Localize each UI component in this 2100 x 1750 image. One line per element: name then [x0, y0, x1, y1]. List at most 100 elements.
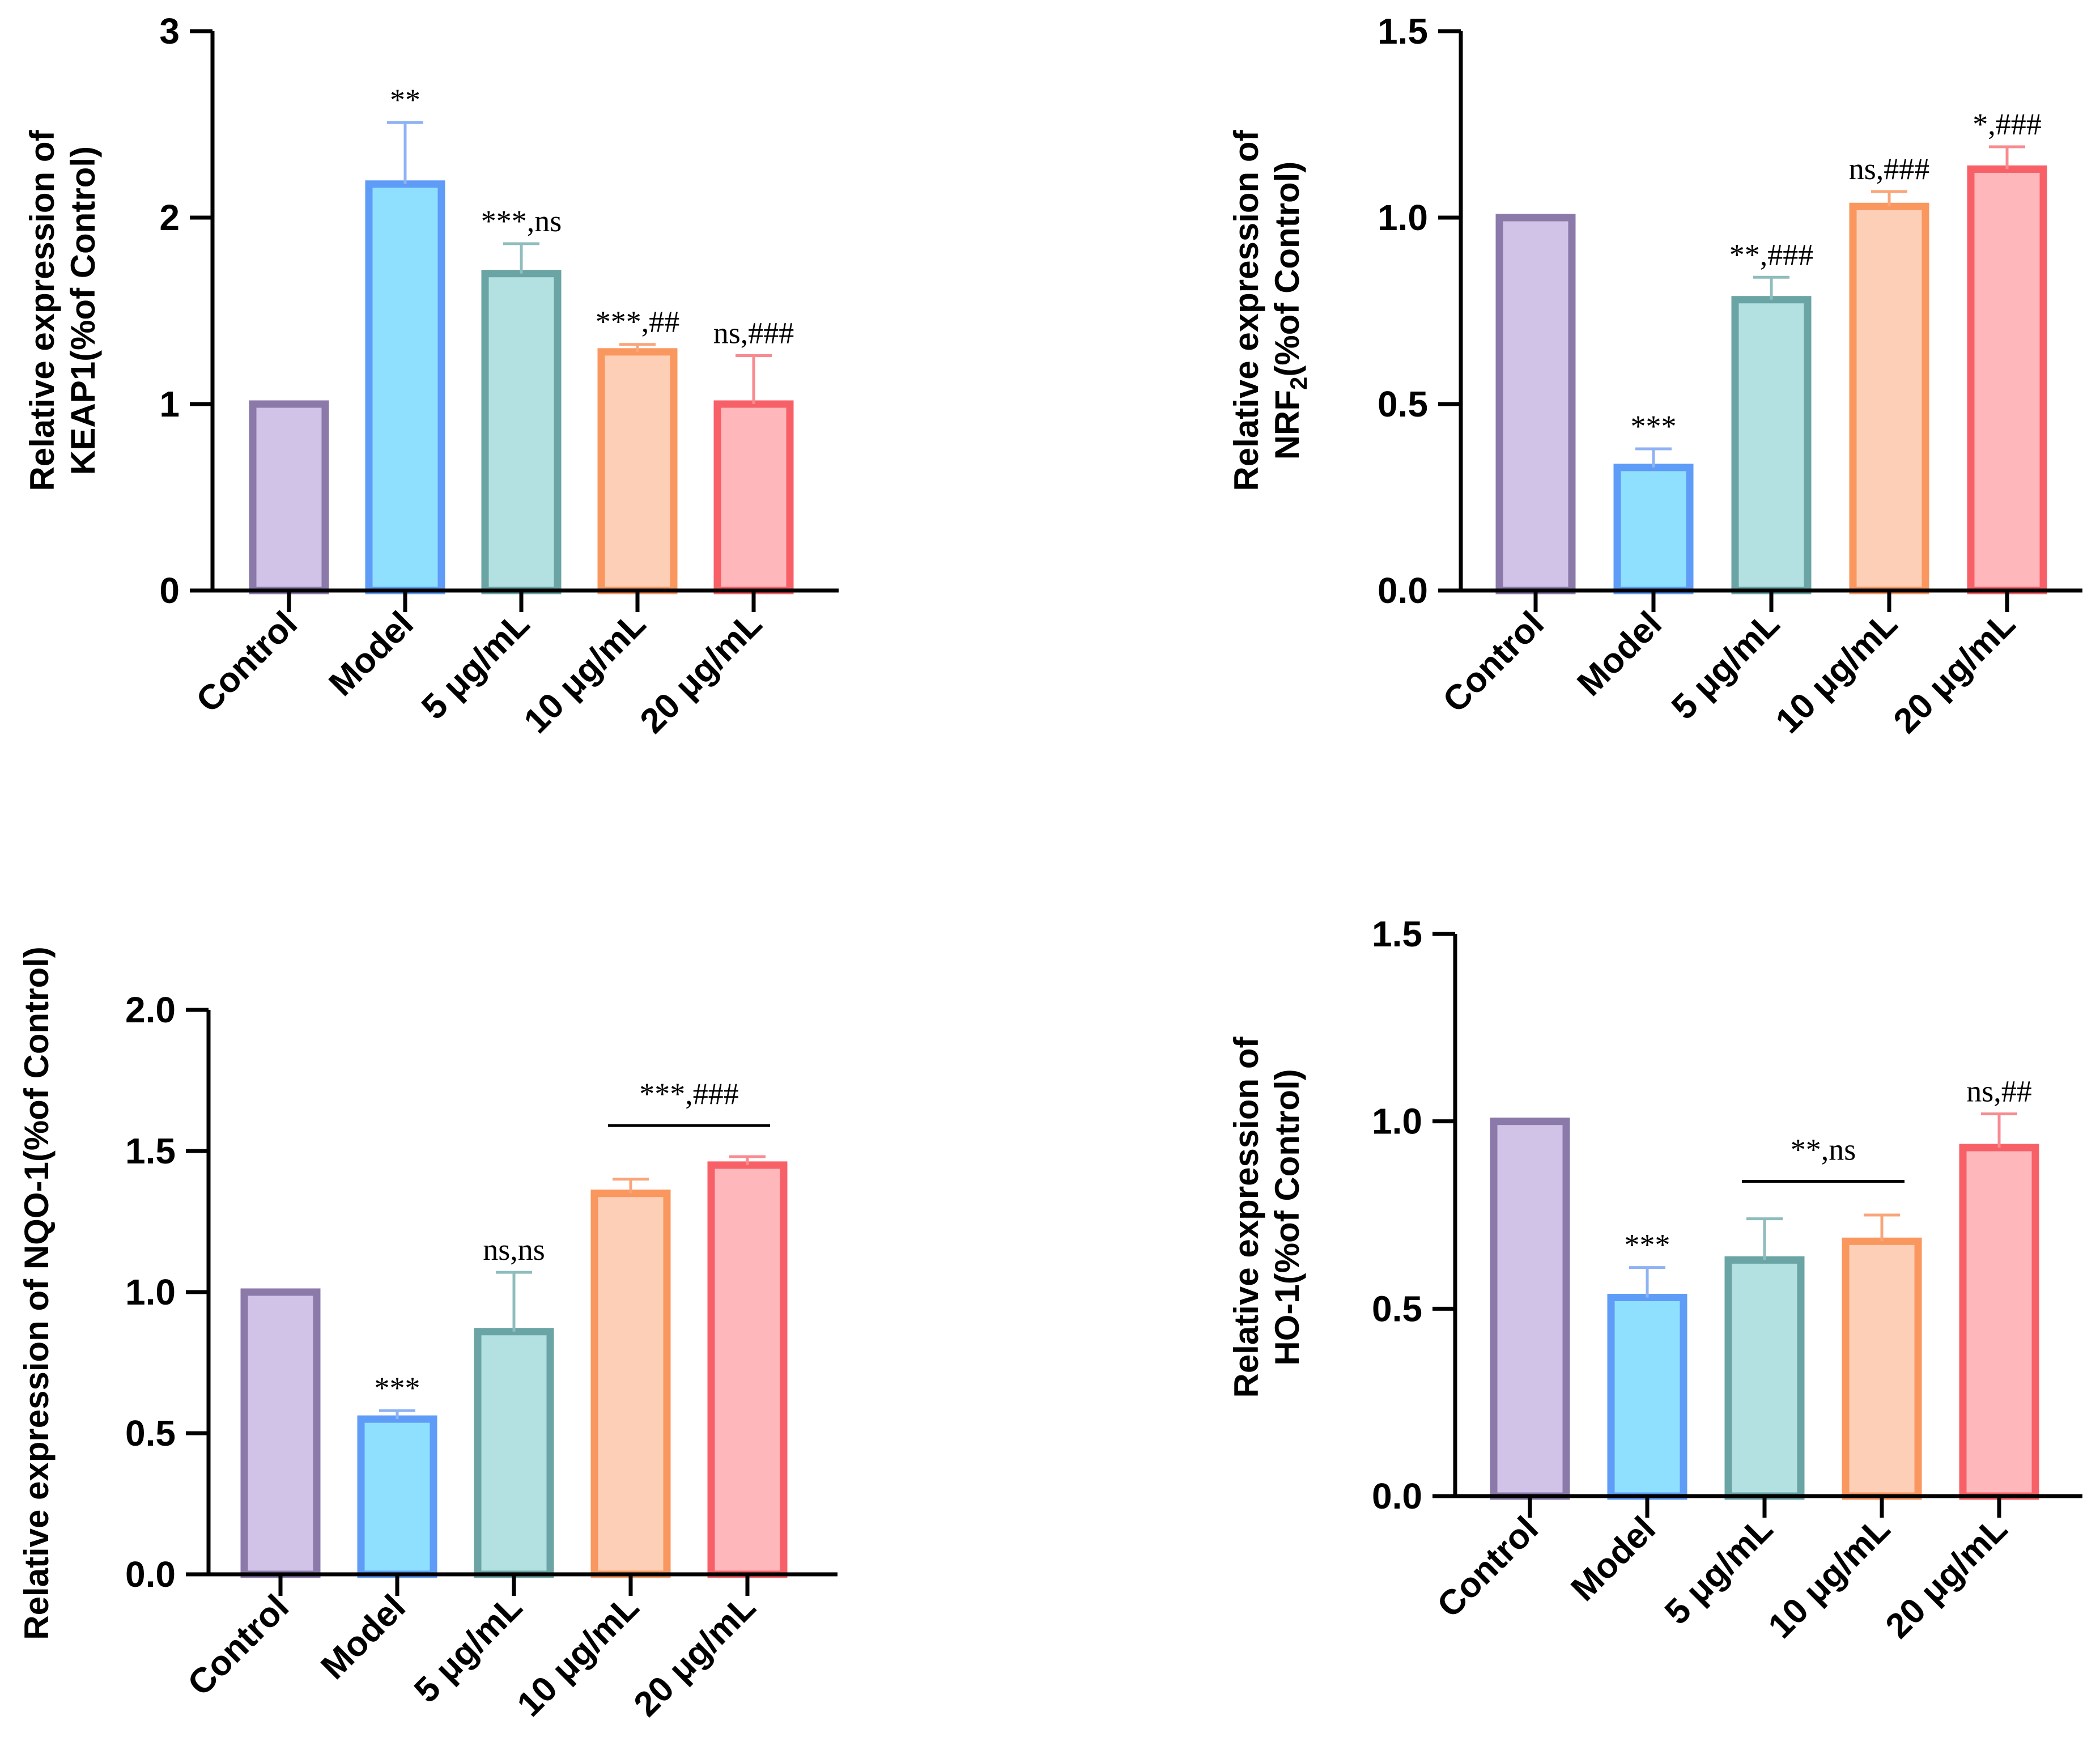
error-bar-keap1-2 [503, 242, 539, 274]
y-tick-label-nqo1-3: 1.5 [125, 1131, 176, 1171]
bar-nqo1-3 [590, 1190, 671, 1578]
x-tick-label-ho1-2: 5 μg/mL [1657, 1509, 1780, 1632]
y-tick-label-nqo1-0: 0.0 [125, 1554, 176, 1595]
y-axis-title-line-nqo1-0: Relative expression of NQO-1(%of Control… [18, 946, 56, 1640]
bar-nqo1-4 [707, 1161, 788, 1578]
y-tick-label-keap1-1: 1 [159, 384, 180, 424]
bar-keap1-1 [365, 180, 445, 594]
bar-ho1-1 [1607, 1293, 1687, 1500]
y-tick-label-ho1-3: 1.5 [1372, 914, 1422, 954]
x-tick-label-keap1-3: 10 μg/mL [517, 604, 653, 741]
y-axis-title-line-ho1-1: HO-1(%of Control) [1268, 1069, 1306, 1365]
error-bar-nrf2-3 [1871, 190, 1907, 207]
annotation-keap1-1: ** [390, 83, 420, 117]
bracket-label-nqo1: ***,### [639, 1077, 739, 1111]
x-tick-label-nrf2-2: 5 μg/mL [1664, 604, 1787, 727]
x-tick-label-keap1-2: 5 μg/mL [414, 604, 537, 727]
nrf2-chart: *** **,### ns,### *,### 0.0 0.5 1.0 1.5 Control M… [1227, 11, 2082, 741]
error-bar-ho1-1 [1629, 1266, 1665, 1298]
x-tick-label-keap1-4: 20 μg/mL [633, 604, 770, 741]
error-bar-nqo1-1 [379, 1409, 415, 1420]
bar-nrf2-2 [1731, 296, 1812, 594]
error-bar-nrf2-4 [1989, 145, 2025, 169]
annotation-keap1-2: ***,ns [481, 204, 562, 238]
error-bar-keap1-1 [387, 121, 423, 184]
error-bar-nqo1-4 [729, 1155, 766, 1165]
y-axis-title-line-nrf2-0: Relative expression of [1227, 130, 1265, 491]
bar-ho1-2 [1724, 1256, 1805, 1500]
y-tick-label-nqo1-4: 2.0 [125, 989, 176, 1030]
annotation-nrf2-4: *,### [1973, 107, 2042, 141]
annotation-nrf2-2: **,### [1729, 237, 1814, 271]
annotation-ho1-1: *** [1625, 1228, 1670, 1262]
error-bar-nrf2-1 [1635, 447, 1672, 468]
error-bar-keap1-4 [736, 354, 772, 404]
y-tick-label-nrf2-0: 0.0 [1378, 570, 1428, 611]
bar-keap1-4 [713, 400, 794, 594]
x-tick-label-nrf2-1: Model [1570, 604, 1669, 703]
error-bar-nrf2-2 [1753, 275, 1789, 300]
x-tick-label-ho1-0: Control [1430, 1509, 1546, 1625]
x-tick-label-nrf2-4: 20 μg/mL [1886, 604, 2023, 741]
error-bar-nqo1-3 [613, 1178, 649, 1193]
x-tick-label-keap1-1: Model [321, 604, 420, 703]
error-bar-ho1-3 [1864, 1213, 1900, 1242]
y-tick-label-nqo1-2: 1.0 [125, 1272, 176, 1312]
nqo1-chart: *** ns,ns ***,### 0.0 0.5 1.0 1.5 2.0 Control Mod… [18, 946, 838, 1724]
annotation-ho1-4: ns,## [1966, 1074, 2032, 1108]
bar-ho1-4 [1959, 1144, 2039, 1500]
annotation-nrf2-3: ns,### [1849, 152, 1930, 186]
bar-nrf2-1 [1613, 464, 1694, 594]
bar-nqo1-2 [474, 1328, 554, 1578]
annotation-nqo1-2: ns,ns [483, 1233, 545, 1267]
x-tick-label-ho1-1: Model [1563, 1509, 1663, 1608]
x-tick-label-nrf2-3: 10 μg/mL [1769, 604, 1905, 741]
x-tick-label-nrf2-0: Control [1435, 604, 1551, 720]
y-axis-title-line-ho1-0: Relative expression of [1227, 1037, 1265, 1398]
y-axis-title-nqo1: Relative expression of NQO-1(%of Control… [18, 946, 56, 1640]
bar-keap1-3 [597, 348, 678, 594]
x-tick-label-nqo1-1: Model [313, 1587, 413, 1687]
y-axis-title-nrf2: Relative expression of NRF2(%of Control) [1227, 130, 1312, 491]
bar-nrf2-4 [1967, 165, 2047, 594]
y-tick-label-keap1-0: 0 [159, 570, 180, 611]
annotation-nqo1-1: *** [375, 1371, 420, 1405]
y-tick-label-nrf2-1: 0.5 [1378, 384, 1428, 424]
bar-nrf2-3 [1849, 202, 1929, 594]
x-tick-label-nqo1-0: Control [180, 1587, 296, 1704]
x-tick-label-nqo1-4: 20 μg/mL [627, 1587, 763, 1724]
x-tick-label-ho1-3: 10 μg/mL [1761, 1509, 1898, 1646]
bar-keap1-2 [481, 270, 562, 594]
y-tick-label-nrf2-2: 1.0 [1378, 197, 1428, 238]
annotation-keap1-4: ns,### [713, 316, 794, 350]
bar-ho1-3 [1842, 1237, 1922, 1500]
y-axis-title-line-keap1-0: Relative expression of [23, 130, 61, 491]
y-tick-label-ho1-0: 0.0 [1372, 1476, 1422, 1517]
y-axis-title-line-nrf2-1: NRF2(%of Control) [1268, 162, 1312, 460]
y-tick-label-ho1-1: 0.5 [1372, 1288, 1422, 1329]
y-axis-title-keap1: Relative expression of KEAP1(%of Control) [23, 130, 102, 491]
x-tick-label-ho1-4: 20 μg/mL [1878, 1509, 2015, 1646]
bar-nrf2-0 [1495, 214, 1576, 594]
bar-nqo1-1 [357, 1415, 437, 1578]
error-bar-ho1-4 [1981, 1112, 2017, 1148]
x-tick-label-keap1-0: Control [189, 604, 305, 720]
y-axis-title-line-keap1-1: KEAP1(%of Control) [64, 146, 102, 475]
error-bar-ho1-2 [1746, 1217, 1783, 1260]
y-tick-label-keap1-2: 2 [159, 197, 180, 238]
bar-ho1-0 [1490, 1118, 1570, 1500]
y-tick-label-ho1-2: 1.0 [1372, 1101, 1422, 1142]
x-tick-label-nqo1-2: 5 μg/mL [407, 1587, 530, 1710]
annotation-keap1-3: ***,## [596, 305, 680, 339]
bar-keap1-0 [249, 400, 329, 594]
bracket-label-ho1: **,ns [1791, 1132, 1856, 1166]
y-tick-label-nqo1-1: 0.5 [125, 1413, 176, 1454]
y-tick-label-keap1-3: 3 [159, 11, 180, 52]
y-tick-label-nrf2-3: 1.5 [1378, 11, 1428, 52]
x-tick-label-nqo1-3: 10 μg/mL [510, 1587, 647, 1724]
error-bar-keap1-3 [619, 343, 656, 352]
error-bar-nqo1-2 [496, 1271, 532, 1332]
